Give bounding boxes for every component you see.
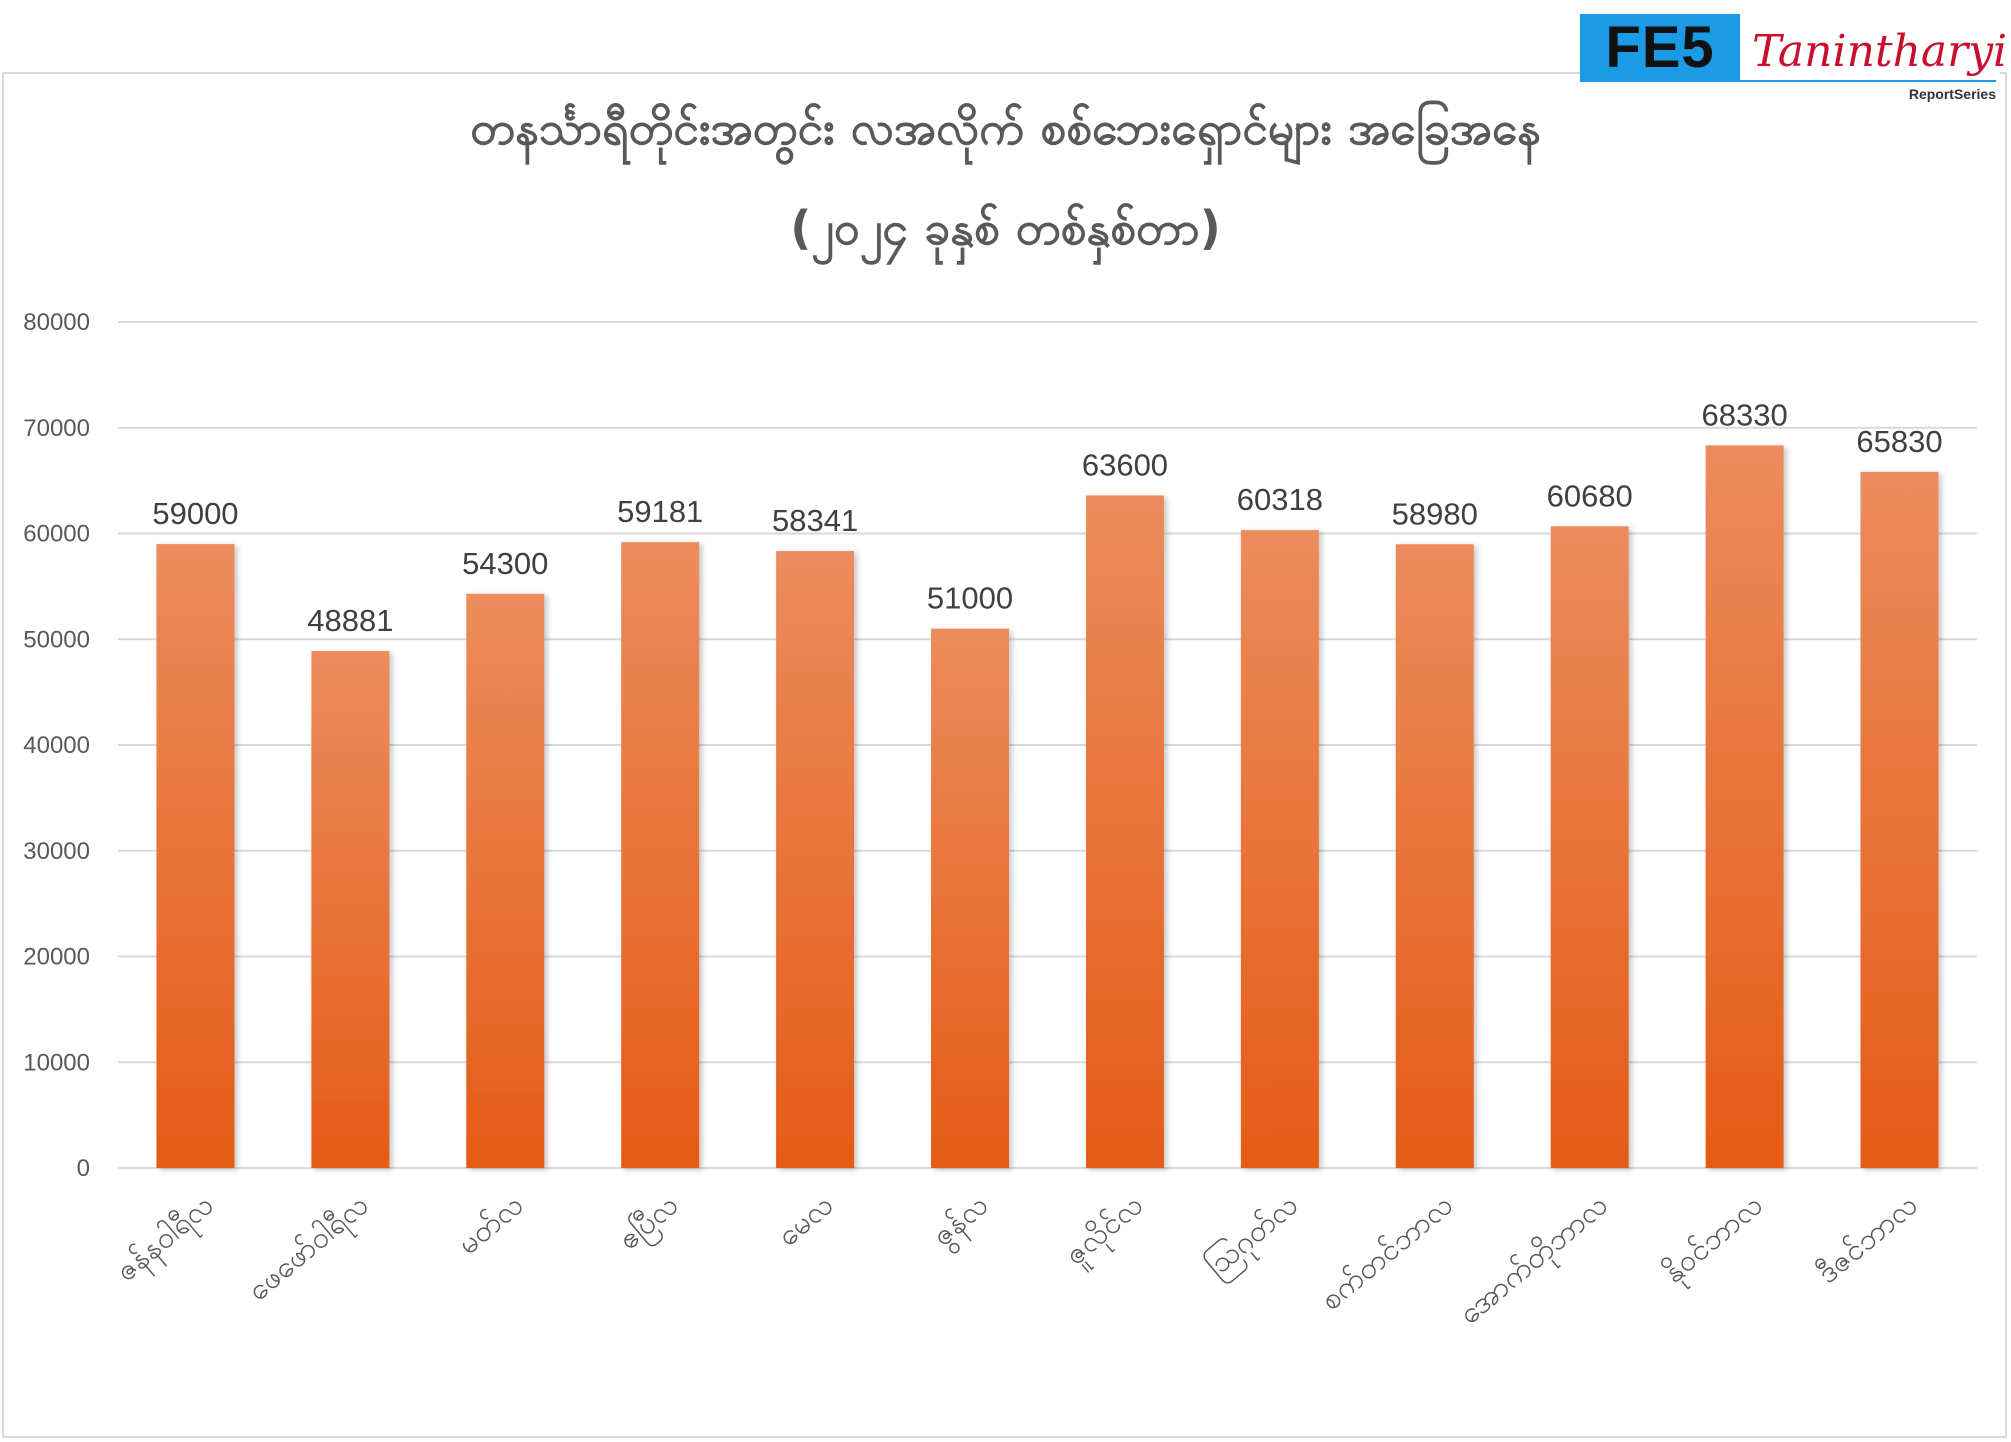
gridlines bbox=[118, 321, 1977, 1169]
brand-logo: FE5 Tanintharyi ReportSeries bbox=[1580, 14, 2007, 104]
chart-frame bbox=[2, 72, 2007, 1438]
data-labels: 59000 48881 54300 59181 58341 51000 63600 60318… bbox=[152, 397, 1942, 638]
bar bbox=[1705, 445, 1784, 1168]
bar bbox=[466, 593, 545, 1168]
y-tick-label: 60000 bbox=[23, 521, 90, 548]
x-tick-label: မတ်လ bbox=[451, 1187, 531, 1262]
bar bbox=[776, 551, 855, 1168]
data-label: 51000 bbox=[927, 581, 1013, 616]
bars bbox=[156, 445, 1939, 1168]
data-label: 59000 bbox=[152, 496, 238, 531]
bar bbox=[156, 544, 235, 1168]
y-tick-label: 30000 bbox=[23, 838, 90, 865]
x-tick-label: နိုဝင်ဘာလ bbox=[1657, 1187, 1774, 1294]
x-tick-label: ဖေဖော်ဝါရီလ bbox=[240, 1187, 379, 1313]
x-tick-label: ဇန်နဝါရီလ bbox=[108, 1187, 224, 1294]
logo-mark-text: FE5 bbox=[1605, 14, 1715, 80]
y-tick-label: 0 bbox=[77, 1155, 90, 1182]
y-tick-label: 10000 bbox=[23, 1049, 90, 1076]
logo-name: Tanintharyi bbox=[1752, 26, 2008, 77]
x-tick-label: ဩဂုတ်လ bbox=[1198, 1186, 1309, 1289]
data-label: 58980 bbox=[1392, 496, 1478, 531]
data-label: 68330 bbox=[1702, 397, 1788, 432]
y-tick-label: 70000 bbox=[23, 415, 90, 442]
bar bbox=[621, 542, 700, 1168]
x-tick-label: စက်တင်ဘာလ bbox=[1314, 1187, 1460, 1318]
bar bbox=[1085, 495, 1164, 1168]
logo-divider bbox=[1580, 80, 1996, 82]
bar bbox=[1550, 526, 1629, 1168]
chart-title: တနင်္သာရီတိုင်းအတွင်း လအလိုက် စစ်ဘေးရှော… bbox=[470, 101, 1541, 155]
y-axis-ticks: 0 10000 20000 30000 40000 50000 60000 70000 8000… bbox=[23, 309, 90, 1182]
x-tick-label: အောက်တိုဘာလ bbox=[1452, 1187, 1618, 1336]
bar bbox=[311, 651, 390, 1168]
chart-subtitle: (၂၀၂၄ ခုနှစ် တစ်နှစ်တာ) bbox=[790, 201, 1221, 255]
y-tick-label: 20000 bbox=[23, 944, 90, 971]
x-tick-label: ဇူလိုင်လ bbox=[1058, 1187, 1154, 1277]
y-tick-label: 50000 bbox=[23, 626, 90, 653]
data-label: 65830 bbox=[1856, 424, 1942, 459]
logo-series: ReportSeries bbox=[1908, 86, 1996, 102]
bar bbox=[931, 628, 1010, 1168]
data-label: 60318 bbox=[1237, 482, 1323, 517]
y-tick-label: 40000 bbox=[23, 732, 90, 759]
x-axis-ticks: ဇန်နဝါရီလ ဖေဖော်ဝါရီလ မတ်လ ဧပြီလ မေလ ဇွန်လ ဇူလ… bbox=[108, 1186, 1924, 1337]
bar bbox=[1240, 530, 1319, 1168]
x-tick-label: ဧပြီလ bbox=[610, 1186, 689, 1262]
data-label: 48881 bbox=[307, 603, 393, 638]
data-label: 63600 bbox=[1082, 447, 1168, 482]
bar bbox=[1860, 471, 1939, 1168]
data-label: 59181 bbox=[617, 494, 703, 529]
x-tick-label: မေလ bbox=[771, 1187, 841, 1253]
x-tick-label: ဇွန်လ bbox=[926, 1187, 999, 1258]
data-label: 54300 bbox=[462, 546, 548, 581]
data-label: 60680 bbox=[1547, 478, 1633, 513]
x-tick-label: ဒီဇင်ဘာလ bbox=[1811, 1187, 1925, 1291]
logo-mark: FE5 bbox=[1580, 14, 1740, 80]
bar bbox=[1395, 544, 1474, 1168]
y-tick-label: 80000 bbox=[23, 309, 90, 336]
data-label: 58341 bbox=[772, 503, 858, 538]
